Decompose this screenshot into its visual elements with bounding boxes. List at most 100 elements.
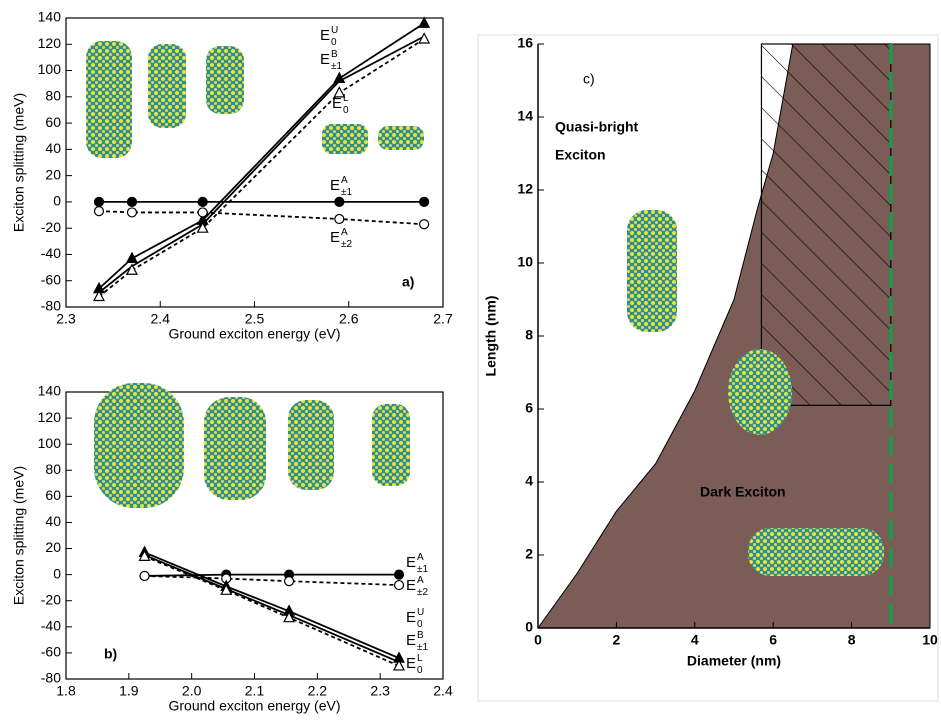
nanocrystal xyxy=(86,41,132,158)
y-tick-label: 100 xyxy=(38,61,62,77)
y-tick-label: 0 xyxy=(525,619,533,635)
point xyxy=(334,213,345,225)
point xyxy=(418,16,431,28)
point xyxy=(283,576,295,587)
y-tick-label: 80 xyxy=(45,88,61,104)
series-superscript: L xyxy=(343,93,349,104)
y-axis-label: Exciton splitting (meV) xyxy=(11,466,27,605)
nanocrystal xyxy=(94,383,184,508)
y-tick-label: 2 xyxy=(525,546,533,562)
point xyxy=(139,570,150,582)
y-tick-label: 0 xyxy=(53,193,61,209)
x-tick-label: 2.3 xyxy=(56,311,76,327)
series-superscript: L xyxy=(417,653,423,664)
y-tick-label: 80 xyxy=(45,461,61,477)
series-name: E xyxy=(406,632,416,649)
series-label: EB ±1 xyxy=(406,630,428,653)
y-tick-label: -20 xyxy=(41,219,61,235)
y-tick-label: -60 xyxy=(41,271,61,287)
series-superscript: A xyxy=(417,575,424,586)
nanocrystal xyxy=(204,397,266,500)
point xyxy=(197,196,208,208)
point xyxy=(197,207,208,218)
series-subscript: 0 xyxy=(343,105,349,116)
series-subscript: 0 xyxy=(417,619,423,630)
x-axis-label: Ground exciton energy (eV) xyxy=(169,326,341,342)
series-superscript: B xyxy=(417,630,424,641)
point xyxy=(138,549,151,561)
y-tick-label: 20 xyxy=(45,166,61,182)
series-subscript: ±1 xyxy=(417,564,428,575)
series-name: E xyxy=(332,95,342,112)
y-tick-label: 40 xyxy=(45,513,61,529)
y-tick-label: 120 xyxy=(38,35,62,51)
series-name: E xyxy=(320,27,330,44)
x-tick-label: 0 xyxy=(534,632,542,648)
series-label: EB ±1 xyxy=(320,49,342,72)
y-axis-label: Exciton splitting (meV) xyxy=(11,93,27,232)
x-tick-label: 2 xyxy=(613,632,621,648)
series-name: E xyxy=(406,609,416,626)
y-tick-label: -20 xyxy=(41,591,61,607)
series-label: EU 0 xyxy=(320,25,338,48)
series-line xyxy=(144,573,400,577)
region-label: Exciton xyxy=(555,147,606,163)
point xyxy=(283,610,296,623)
nanocrystal xyxy=(288,400,334,490)
y-tick-label: 10 xyxy=(517,254,533,270)
point xyxy=(333,86,346,98)
x-tick-label: 2.7 xyxy=(433,311,453,327)
series-superscript: U xyxy=(417,607,424,618)
series-line xyxy=(144,554,400,663)
x-tick-label: 2.0 xyxy=(182,683,202,699)
y-tick-label: -40 xyxy=(41,618,61,634)
point xyxy=(125,263,138,275)
series-line xyxy=(98,38,425,298)
series-name: E xyxy=(406,577,416,594)
x-tick-label: 2.1 xyxy=(245,683,265,699)
series-name: E xyxy=(406,655,416,672)
y-tick-label: -80 xyxy=(41,298,61,314)
y-tick-label: 16 xyxy=(517,35,533,51)
region-label: Quasi-bright xyxy=(555,119,639,135)
x-tick-label: 10 xyxy=(922,632,938,648)
y-tick-label: -40 xyxy=(41,245,61,261)
point xyxy=(393,569,405,580)
y-tick-label: 100 xyxy=(38,435,62,451)
series-line xyxy=(144,551,400,659)
nanocrystal xyxy=(372,404,410,486)
point xyxy=(393,659,406,671)
point xyxy=(93,196,105,208)
x-tick-label: 1.9 xyxy=(119,683,139,699)
x-tick-label: 2.6 xyxy=(339,311,359,327)
point xyxy=(419,196,430,208)
nanocrystal xyxy=(378,126,424,150)
series-subscript: 0 xyxy=(331,37,337,48)
panel-label: a) xyxy=(402,274,414,290)
x-tick-label: 4 xyxy=(691,632,699,648)
point xyxy=(419,219,430,230)
point xyxy=(126,196,138,208)
x-tick-label: 6 xyxy=(769,632,777,648)
series-line xyxy=(98,210,425,226)
y-axis-label: Length (nm) xyxy=(483,296,499,377)
y-tick-label: 20 xyxy=(45,539,61,555)
y-tick-label: 120 xyxy=(38,409,62,425)
series-line xyxy=(98,35,425,294)
nanocrystal xyxy=(206,46,244,114)
point xyxy=(125,251,138,263)
panel-label: b) xyxy=(104,646,117,662)
nanocrystals xyxy=(86,41,884,576)
series-subscript: ±2 xyxy=(341,239,352,250)
series-superscript: A xyxy=(417,552,424,563)
y-tick-label: 60 xyxy=(45,114,61,130)
point xyxy=(334,196,345,208)
point xyxy=(126,207,138,218)
x-tick-label: 2.4 xyxy=(151,311,171,327)
series-subscript: ±1 xyxy=(331,61,342,72)
point xyxy=(93,206,105,217)
y-tick-label: -60 xyxy=(41,644,61,660)
point xyxy=(92,289,105,302)
series-label: EA ±1 xyxy=(406,552,428,575)
